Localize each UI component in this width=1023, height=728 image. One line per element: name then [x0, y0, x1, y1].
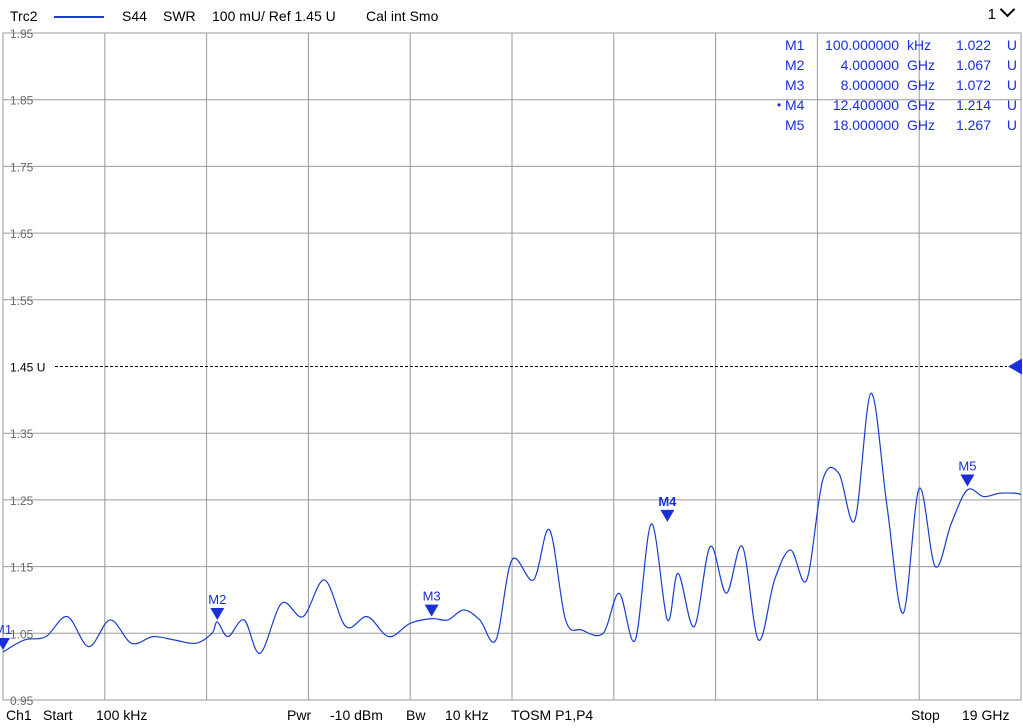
bandwidth-label: Bw	[406, 707, 426, 723]
y-tick-label: 1.55	[10, 294, 34, 308]
marker-unit: kHz	[907, 37, 932, 53]
y-tick-label: 1.25	[10, 494, 34, 508]
trace-cal-status[interactable]: Cal int Smo	[366, 8, 439, 24]
marker-label: M4	[785, 97, 805, 113]
marker-label: M2	[785, 57, 805, 73]
trace-scale[interactable]: 100 mU/ Ref 1.45 U	[212, 8, 336, 24]
marker-freq: 12.400000	[832, 97, 899, 113]
marker-label: M2	[208, 592, 226, 607]
marker-triangle	[210, 607, 225, 620]
trace-name[interactable]: Trc2	[10, 8, 38, 24]
trace-header: Trc2 S44 SWR 100 mU/ Ref 1.45 U Cal int …	[0, 0, 1023, 32]
start-value[interactable]: 100 kHz	[96, 707, 148, 723]
y-tick-label-background	[8, 358, 52, 375]
marker-active: •	[777, 98, 782, 112]
marker-freq: 100.000000	[825, 37, 899, 53]
power-value[interactable]: -10 dBm	[330, 707, 383, 723]
marker-freq: 18.000000	[832, 117, 899, 133]
marker-label: M5	[785, 117, 805, 133]
marker-freq: 4.000000	[840, 57, 899, 73]
marker-vunit: U	[1006, 57, 1017, 73]
y-tick-label: 1.65	[10, 227, 34, 241]
marker-unit: GHz	[907, 57, 935, 73]
marker-label: M3	[785, 77, 805, 93]
marker-m1: M1	[0, 622, 12, 650]
trace-line	[2, 392, 1022, 654]
marker-vunit: U	[1006, 117, 1017, 133]
marker-triangle	[960, 474, 975, 487]
marker-m5: M5	[958, 459, 976, 487]
y-tick-label: 1.45 U	[10, 361, 45, 375]
stop-label: Stop	[911, 707, 940, 723]
marker-vunit: U	[1006, 97, 1017, 113]
y-tick-label: 1.85	[10, 94, 34, 108]
stop-value[interactable]: 19 GHz	[962, 707, 1010, 723]
y-tick-label: 1.95	[10, 27, 34, 41]
y-tick-label: 0.95	[10, 694, 34, 708]
marker-label: M5	[958, 459, 976, 474]
marker-label: M4	[658, 494, 677, 509]
marker-value: 1.072	[955, 77, 991, 93]
marker-value: 1.067	[955, 57, 991, 73]
marker-value: 1.022	[955, 37, 991, 53]
y-tick-labels: 1.95 1.85 1.75 1.65 1.55 1.45 U 1.35 1.25 1.15 1.…	[8, 27, 52, 708]
y-tick-label: 1.75	[10, 160, 34, 174]
reference-line	[55, 358, 1022, 375]
reference-level-arrow	[1008, 358, 1022, 375]
channel-label[interactable]: Ch1	[6, 707, 32, 723]
marker-info-row[interactable]: M5 18.000000 GHz 1.267 U	[785, 117, 1017, 137]
marker-vunit: U	[1006, 37, 1017, 53]
y-tick-label: 1.05	[10, 627, 34, 641]
marker-info-row[interactable]: M1 100.000000 kHz 1.022 U	[785, 37, 1017, 57]
marker-value: 1.267	[955, 117, 991, 133]
marker-m3: M3	[423, 589, 441, 617]
marker-triangle	[424, 604, 439, 617]
channel-footer: Ch1 Start 100 kHz Pwr -10 dBm Bw 10 kHz …	[0, 704, 1023, 728]
marker-label: M1	[0, 622, 12, 637]
trace-parameter[interactable]: S44	[122, 8, 147, 24]
power-label: Pwr	[287, 707, 312, 723]
y-tick-label: 1.15	[10, 561, 34, 575]
channel-selector[interactable]: 1	[987, 1, 1016, 23]
trace-markers: M1 M2 M3 M4 M5	[0, 459, 976, 650]
marker-triangle	[0, 637, 11, 650]
marker-label: M1	[785, 37, 805, 53]
trace-path	[2, 392, 1022, 654]
marker-m2: M2	[208, 592, 226, 620]
calibration-type[interactable]: TOSM P1,P4	[511, 707, 594, 723]
marker-info-row[interactable]: M2 4.000000 GHz 1.067 U	[785, 57, 1017, 77]
marker-info-table[interactable]: M1 100.000000 kHz 1.022 U M2 4.000000 GHz 1.067 U…	[777, 37, 1017, 137]
bandwidth-value[interactable]: 10 kHz	[445, 707, 489, 723]
marker-m4: M4	[658, 494, 677, 522]
channel-selector-value: 1	[987, 6, 996, 23]
marker-unit: GHz	[907, 117, 935, 133]
marker-unit: GHz	[907, 77, 935, 93]
marker-unit: GHz	[907, 97, 935, 113]
marker-triangle	[660, 509, 675, 522]
trace-format[interactable]: SWR	[163, 8, 196, 24]
marker-label: M3	[423, 589, 441, 604]
marker-vunit: U	[1006, 77, 1017, 93]
marker-value: 1.214	[955, 97, 991, 113]
marker-freq: 8.000000	[840, 77, 899, 93]
trace-color-swatch	[54, 16, 104, 18]
marker-info-row[interactable]: M3 8.000000 GHz 1.072 U	[785, 77, 1017, 97]
start-label: Start	[43, 707, 73, 723]
marker-info-row[interactable]: • M4 12.400000 GHz 1.214 U	[777, 97, 1017, 117]
y-tick-label: 1.35	[10, 427, 34, 441]
